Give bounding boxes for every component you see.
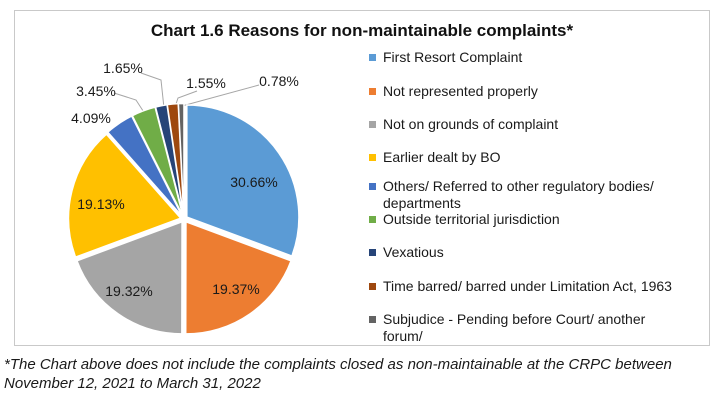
- legend-label: Not on grounds of complaint: [383, 116, 559, 132]
- legend-swatch: [369, 216, 376, 223]
- pie-slice: [76, 220, 183, 335]
- legend-item: Others/ Referred to other regulatory bod…: [369, 178, 699, 212]
- pie-slice: [177, 102, 185, 216]
- legend-item: Vexatious: [369, 244, 699, 261]
- legend-item: Earlier dealt by BO: [369, 149, 699, 166]
- pie-value-label: 3.45%: [76, 83, 116, 99]
- pie-slice: [67, 133, 182, 258]
- legend-label: Subjudice - Pending before Court/ anothe…: [383, 311, 646, 344]
- legend-label: Earlier dealt by BO: [383, 149, 501, 165]
- legend-swatch: [369, 121, 376, 128]
- pie-value-label: 19.32%: [105, 283, 152, 299]
- pie-value-label: 0.78%: [259, 73, 299, 89]
- legend-swatch: [369, 88, 376, 95]
- legend-item: Not represented properly: [369, 83, 699, 100]
- pie-value-label: 4.09%: [71, 110, 111, 126]
- legend-label: Time barred/ barred under Limitation Act…: [383, 278, 672, 294]
- legend-swatch: [369, 183, 376, 190]
- leader-line: [181, 84, 260, 107]
- legend-swatch: [369, 154, 376, 161]
- legend-item: Not on grounds of complaint: [369, 116, 699, 133]
- legend-label: Outside territorial jurisdiction: [383, 211, 560, 227]
- legend-item: Time barred/ barred under Limitation Act…: [369, 278, 699, 295]
- legend-swatch: [369, 54, 376, 61]
- footnote-line: *The Chart above does not include the co…: [4, 356, 672, 373]
- chart-title: Chart 1.6 Reasons for non-maintainable c…: [150, 21, 574, 40]
- pie-value-label: 1.55%: [186, 75, 226, 91]
- legend-label: Others/ Referred to other regulatory bod…: [383, 178, 654, 211]
- pie-slice: [185, 220, 292, 335]
- legend-label: Not represented properly: [383, 83, 538, 99]
- pie-slice: [106, 115, 183, 217]
- legend-swatch: [369, 316, 376, 323]
- footnote: *The Chart above does not include the co…: [4, 355, 718, 393]
- pie-value-label: 19.37%: [212, 281, 259, 297]
- legend-swatch: [369, 283, 376, 290]
- legend-swatch: [369, 249, 376, 256]
- pie-value-label: 19.13%: [77, 196, 124, 212]
- pie-slice: [186, 104, 300, 257]
- legend-item: First Resort Complaint: [369, 49, 699, 66]
- legend: First Resort Complaint Not represented pr…: [369, 11, 705, 345]
- footnote-line: November 12, 2021 to March 31, 2022: [4, 375, 261, 392]
- pie-value-label: 1.65%: [103, 60, 143, 76]
- pie-value-label: 30.66%: [230, 174, 277, 190]
- leader-line: [140, 72, 165, 109]
- legend-item: Subjudice - Pending before Court/ anothe…: [369, 311, 699, 345]
- legend-item: Outside territorial jurisdiction: [369, 211, 699, 228]
- legend-label: Vexatious: [383, 244, 444, 260]
- pie-chart: 30.66% 19.37% 19.32% 19.13% 4.09% 3.45% 1.65% 1…: [67, 60, 300, 335]
- legend-label: First Resort Complaint: [383, 49, 523, 65]
- chart-panel: Chart 1.6 Reasons for non-maintainable c…: [14, 10, 710, 346]
